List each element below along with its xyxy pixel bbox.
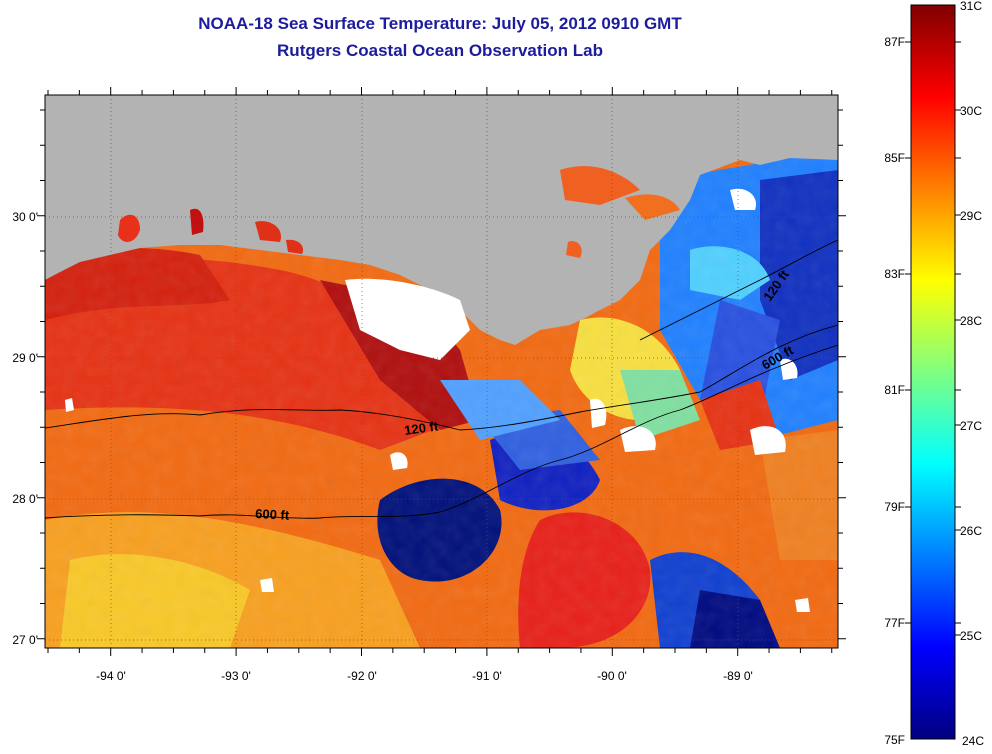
- cloud-5: [390, 452, 408, 470]
- colorbar-f-label: 83F: [884, 267, 905, 281]
- land-mass: [45, 95, 838, 345]
- inland-lake-1: [118, 214, 140, 242]
- cloud-9: [260, 578, 274, 592]
- colorbar-f-label: 75F: [884, 733, 905, 747]
- lat-lon-grid: [45, 95, 838, 648]
- y-tick-label: 30 0': [12, 210, 38, 224]
- cloud-8: [65, 398, 74, 412]
- colorbar-f-label: 79F: [884, 500, 905, 514]
- x-tick-label: -93 0': [221, 669, 251, 683]
- map-title: NOAA-18 Sea Surface Temperature: July 05…: [198, 14, 682, 33]
- x-tick-label: -90 0': [597, 669, 627, 683]
- cloud-1: [345, 278, 470, 360]
- inland-lake-2: [190, 208, 204, 235]
- contour-label-600ft: 600 ft: [255, 506, 290, 523]
- x-tick-label: -89 0': [723, 669, 753, 683]
- cloud-4: [750, 426, 786, 455]
- colorbar-c-label: 28C: [960, 314, 982, 328]
- inland-lake-3: [255, 221, 281, 242]
- inland-lake-5: [560, 166, 640, 205]
- cloud-10: [795, 598, 810, 612]
- colorbar-c-label: 30C: [960, 104, 982, 118]
- contour-600ft: [45, 344, 838, 519]
- y-tick-label: 28 0': [12, 492, 38, 506]
- colorbar-c-label: 31C: [960, 0, 982, 13]
- map-subtitle: Rutgers Coastal Ocean Observation Lab: [277, 41, 603, 60]
- colorbar: 87F 85F 83F 81F 79F 77F 75F 31C 30C 29C …: [884, 0, 984, 748]
- colorbar-f-label: 87F: [884, 35, 905, 49]
- inland-lake-4: [286, 239, 304, 254]
- cloud-6: [730, 188, 756, 210]
- x-tick-label: -91 0': [472, 669, 502, 683]
- x-tick-label: -94 0': [96, 669, 126, 683]
- x-tick-label: -92 0': [347, 669, 377, 683]
- cloud-3: [620, 426, 656, 452]
- x-axis-labels: -94 0' -93 0' -92 0' -91 0' -90 0' -89 0…: [96, 669, 753, 683]
- inland-lake-6: [625, 194, 680, 220]
- colorbar-f-label: 81F: [884, 383, 905, 397]
- colorbar-c-label: 29C: [960, 209, 982, 223]
- colorbar-ticks: [905, 41, 961, 636]
- colorbar-c-label: 26C: [960, 524, 982, 538]
- inland-lake-7: [566, 241, 582, 258]
- colorbar-f-label: 77F: [884, 616, 905, 630]
- axis-ticks: [37, 87, 846, 656]
- y-tick-label: 29 0': [12, 351, 38, 365]
- y-tick-label: 27 0': [12, 633, 38, 647]
- y-axis-labels: 30 0' 29 0' 28 0' 27 0': [12, 210, 38, 647]
- colorbar-c-label: 25C: [960, 629, 982, 643]
- colorbar-f-label: 85F: [884, 151, 905, 165]
- contour-120ft-east: [639, 239, 838, 341]
- map-panel: 120 ft 600 ft 120 ft 600 ft: [45, 95, 838, 648]
- colorbar-c-label: 24C: [962, 734, 984, 748]
- map-frame: [44, 94, 839, 649]
- contour-120ft: [45, 324, 838, 431]
- cloud-2: [590, 398, 607, 428]
- colorbar-gradient: [910, 4, 956, 740]
- contour-label-120ft: 120 ft: [403, 418, 439, 438]
- colorbar-c-label: 27C: [960, 419, 982, 433]
